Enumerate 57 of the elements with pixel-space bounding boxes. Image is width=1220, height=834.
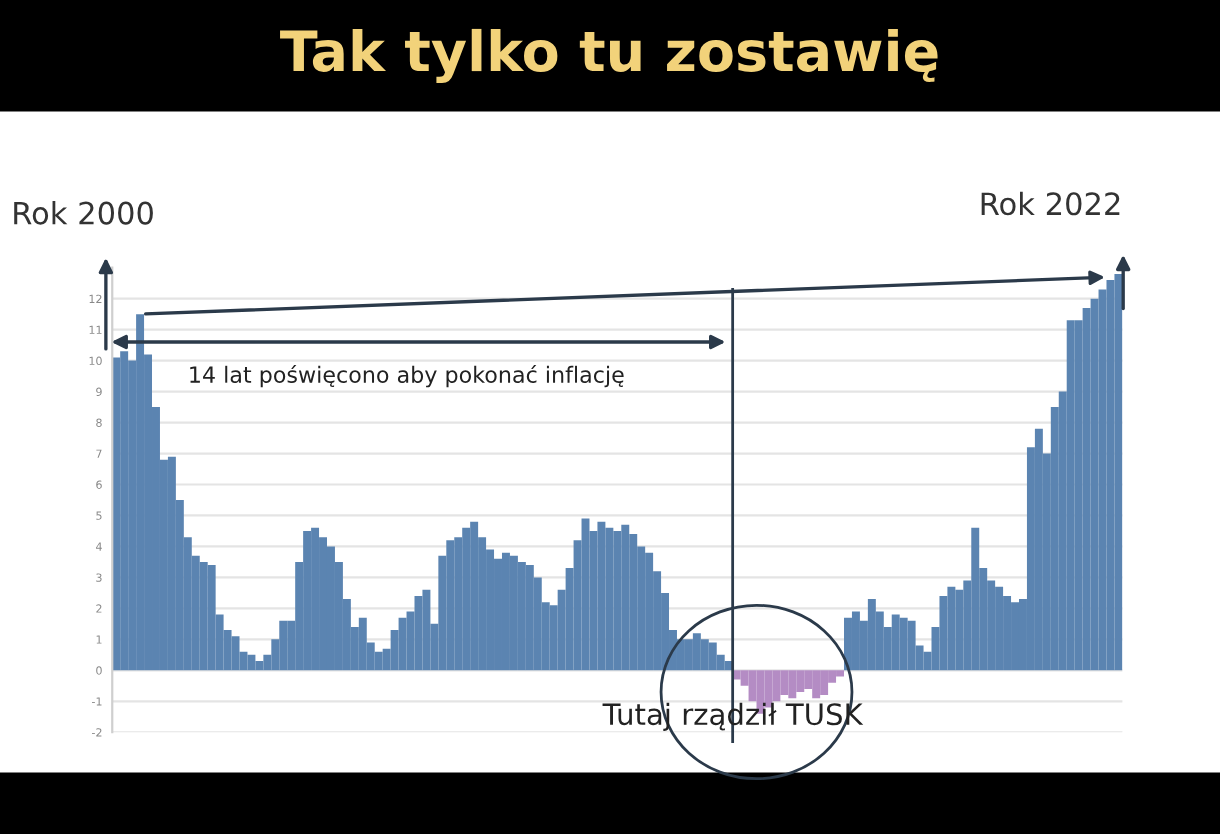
bar [851,611,860,671]
bar [247,654,256,671]
bar [509,555,518,671]
bar [971,527,980,671]
bar [1082,307,1091,671]
bar [621,524,630,671]
annotation: 14 lat poświęcono aby pokonać inflację [190,364,624,388]
bar [517,561,526,671]
bar [136,314,145,671]
bar [525,565,534,671]
bar [907,620,916,671]
bar [796,670,805,692]
bar [939,595,948,671]
bar [684,639,693,671]
bar [708,642,717,671]
bar [414,595,423,671]
bar [422,589,431,671]
bar [891,614,900,671]
bar [207,565,216,671]
bar [311,527,320,671]
bar [772,670,781,702]
bar [947,586,956,671]
text: Rok 2000 [14,200,153,225]
bar [780,670,789,696]
bar [820,670,829,696]
bar [1034,428,1043,671]
bar [812,670,821,699]
chart-title: Tak tylko tu zostawię [280,28,938,84]
bar [867,599,876,671]
bar [597,521,606,671]
bar [836,670,845,677]
bar [1003,595,1012,671]
bar [645,552,654,671]
text: Rok 2022 [981,191,1120,216]
bar [692,633,701,671]
bar [446,540,455,671]
bar [955,589,964,671]
bar [899,617,908,671]
bar [231,636,240,671]
bar [199,561,208,671]
bar [1066,320,1075,671]
bar [844,617,852,671]
bar [303,530,312,671]
bar [279,620,288,671]
bar [358,617,367,671]
bar [700,639,709,671]
bar [255,661,264,671]
bar [788,670,797,699]
bar [501,552,510,671]
bar [470,521,479,671]
bar [995,586,1004,671]
bar [613,530,622,671]
bar [1106,280,1115,671]
bar [167,456,176,671]
bar [462,527,471,671]
bar [605,527,614,671]
bar [398,617,407,671]
